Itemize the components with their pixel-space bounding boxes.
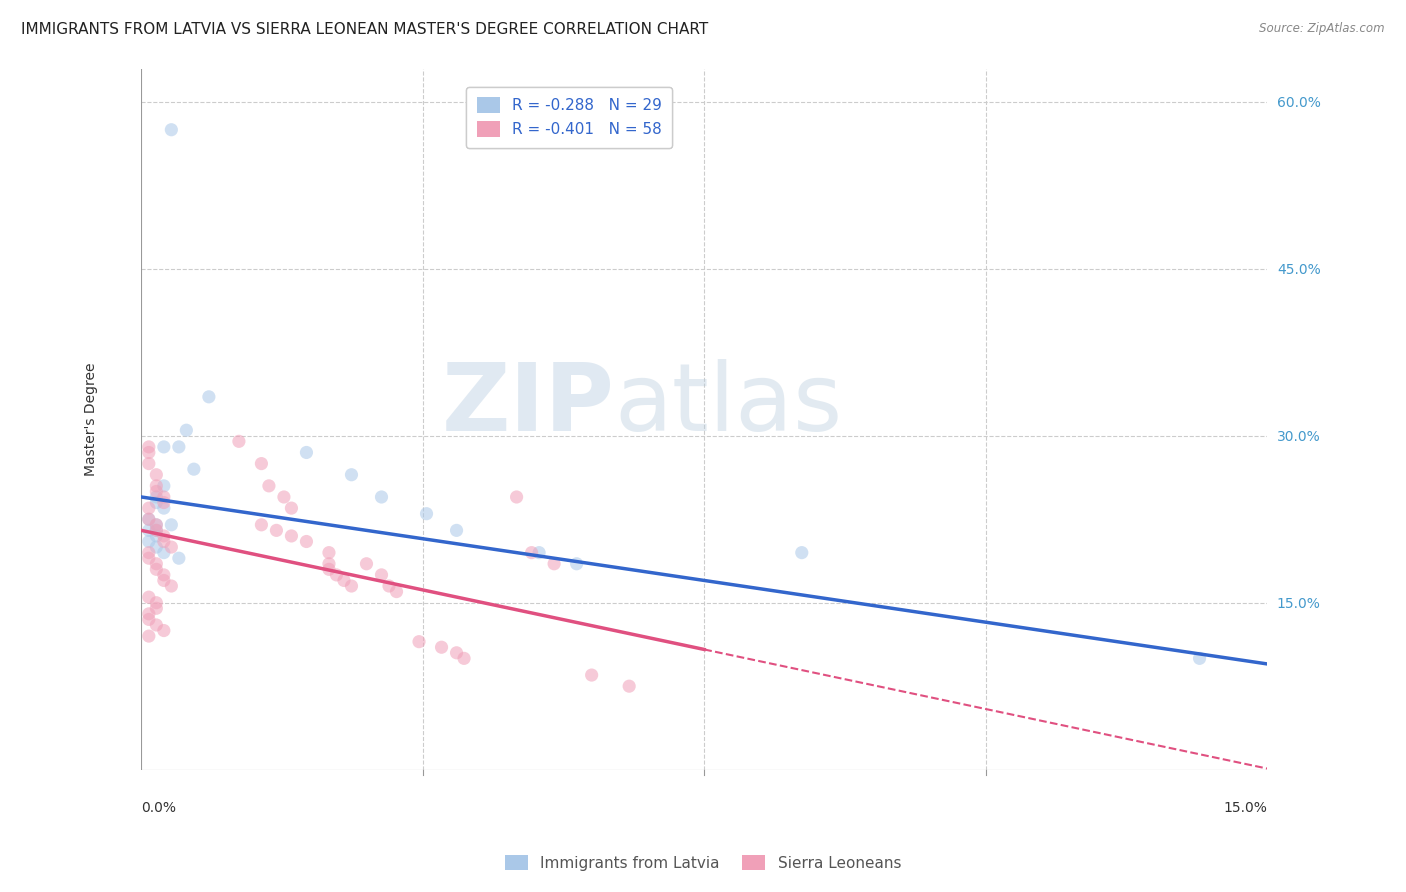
Point <box>138 546 160 560</box>
Point <box>318 562 340 576</box>
Point <box>167 551 190 566</box>
Point <box>138 440 160 454</box>
Point <box>138 457 160 471</box>
Point <box>565 557 588 571</box>
Point <box>581 668 603 682</box>
Point <box>250 517 273 532</box>
Text: IMMIGRANTS FROM LATVIA VS SIERRA LEONEAN MASTER'S DEGREE CORRELATION CHART: IMMIGRANTS FROM LATVIA VS SIERRA LEONEAN… <box>21 22 709 37</box>
Point <box>145 495 167 509</box>
Point <box>160 122 183 136</box>
Text: 0.0%: 0.0% <box>142 801 176 815</box>
Point <box>176 423 198 437</box>
Point <box>138 524 160 538</box>
Point <box>145 490 167 504</box>
Point <box>145 562 167 576</box>
Point <box>145 618 167 632</box>
Point <box>520 546 543 560</box>
Text: Source: ZipAtlas.com: Source: ZipAtlas.com <box>1260 22 1385 36</box>
Text: atlas: atlas <box>614 359 842 451</box>
Text: ZIP: ZIP <box>441 359 614 451</box>
Point <box>446 646 468 660</box>
Point <box>617 679 640 693</box>
Point <box>138 629 160 643</box>
Point <box>340 579 363 593</box>
Point <box>145 524 167 538</box>
Point <box>1188 651 1211 665</box>
Point <box>145 540 167 554</box>
Point <box>138 534 160 549</box>
Point <box>153 574 176 588</box>
Point <box>138 512 160 526</box>
Point <box>138 612 160 626</box>
Point <box>543 557 565 571</box>
Point <box>408 634 430 648</box>
Point <box>145 467 167 482</box>
Point <box>250 457 273 471</box>
Point <box>145 529 167 543</box>
Point <box>145 557 167 571</box>
Point <box>145 601 167 615</box>
Point <box>446 524 468 538</box>
Point <box>160 517 183 532</box>
Point <box>138 551 160 566</box>
Point <box>273 490 295 504</box>
Point <box>167 440 190 454</box>
Point <box>280 501 302 516</box>
Point <box>160 540 183 554</box>
Text: 15.0%: 15.0% <box>1223 801 1267 815</box>
Point <box>138 607 160 621</box>
Point <box>145 517 167 532</box>
Point <box>153 495 176 509</box>
Point <box>385 584 408 599</box>
Point <box>295 445 318 459</box>
Point <box>325 567 347 582</box>
Point <box>153 490 176 504</box>
Point <box>415 507 437 521</box>
Point <box>138 512 160 526</box>
Point <box>318 557 340 571</box>
Point <box>153 479 176 493</box>
Text: Master's Degree: Master's Degree <box>84 362 97 475</box>
Point <box>370 490 392 504</box>
Legend: R = -0.288   N = 29, R = -0.401   N = 58: R = -0.288 N = 29, R = -0.401 N = 58 <box>465 87 672 148</box>
Point <box>153 534 176 549</box>
Point <box>280 529 302 543</box>
Point <box>153 501 176 516</box>
Point <box>153 529 176 543</box>
Point <box>453 651 475 665</box>
Point <box>153 546 176 560</box>
Point <box>228 434 250 449</box>
Point <box>505 490 527 504</box>
Point <box>153 624 176 638</box>
Point <box>183 462 205 476</box>
Legend: Immigrants from Latvia, Sierra Leoneans: Immigrants from Latvia, Sierra Leoneans <box>496 846 910 880</box>
Point <box>160 579 183 593</box>
Point <box>198 390 221 404</box>
Point <box>145 484 167 499</box>
Point <box>145 517 167 532</box>
Point <box>356 557 378 571</box>
Point <box>318 546 340 560</box>
Point <box>430 640 453 655</box>
Point <box>295 534 318 549</box>
Point <box>340 467 363 482</box>
Point <box>145 596 167 610</box>
Point <box>138 445 160 459</box>
Point <box>145 524 167 538</box>
Point <box>266 524 288 538</box>
Point <box>370 567 392 582</box>
Point <box>138 590 160 604</box>
Point <box>153 440 176 454</box>
Point <box>790 546 813 560</box>
Point <box>257 479 280 493</box>
Point <box>145 479 167 493</box>
Point <box>138 501 160 516</box>
Point <box>378 579 401 593</box>
Point <box>333 574 356 588</box>
Point <box>153 567 176 582</box>
Point <box>527 546 550 560</box>
